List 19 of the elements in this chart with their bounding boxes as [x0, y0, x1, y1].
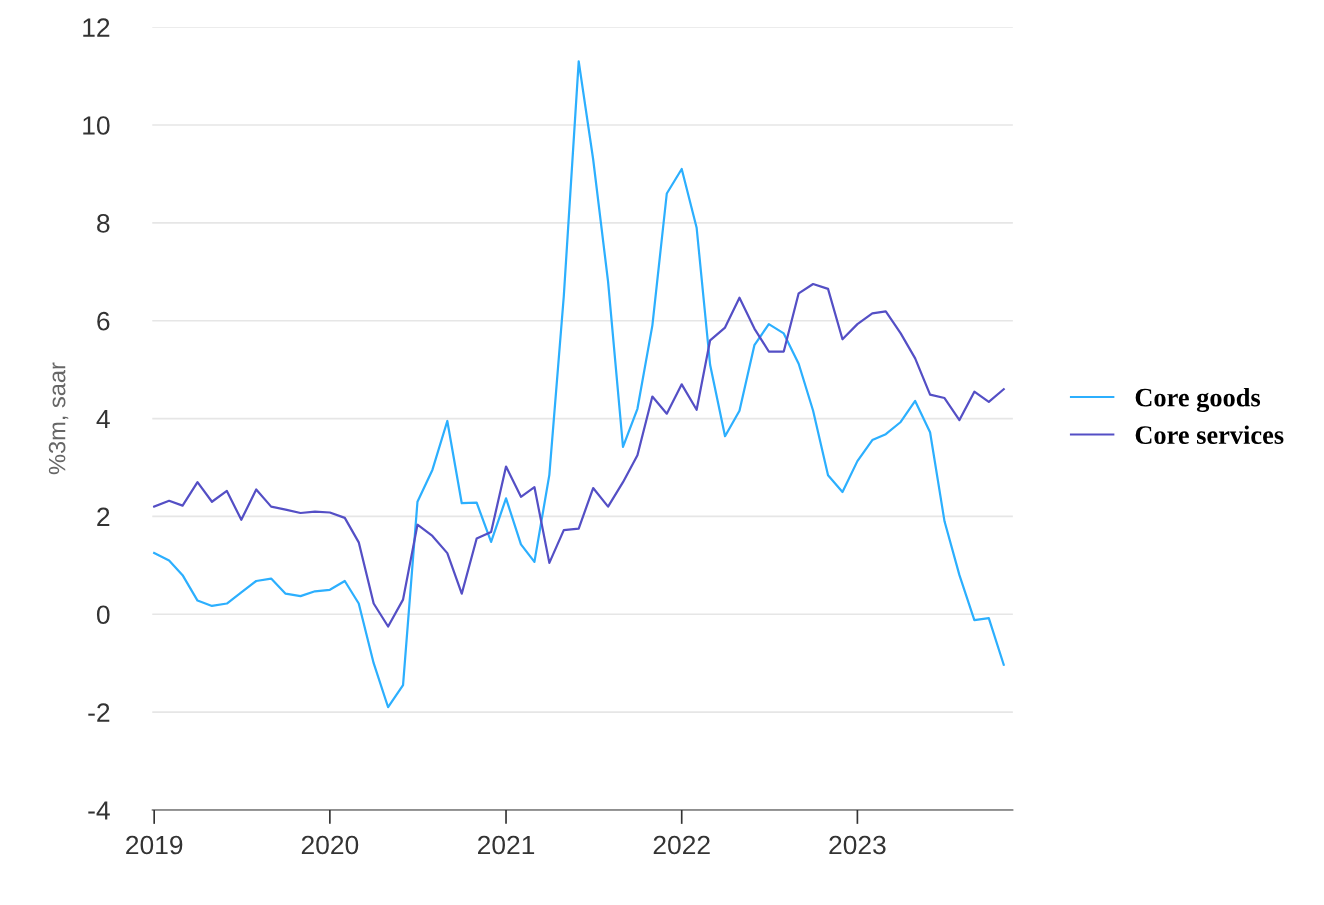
y-axis-title: %3m, saar: [48, 362, 69, 475]
y-tick-label: 0: [96, 605, 110, 625]
y-tick-label: -4: [88, 801, 110, 820]
y-tick-label: -2: [88, 703, 110, 722]
line-series: [153, 282, 1005, 628]
x-tick-label: 2022: [653, 835, 710, 855]
y-tick-label: 12: [83, 18, 110, 37]
y-tick-label: 4: [96, 409, 110, 429]
x-tick-label: 2021: [478, 835, 535, 855]
line-series: [153, 60, 1005, 709]
y-tick-label: 8: [97, 213, 110, 233]
legend-label: Core services: [1135, 425, 1284, 444]
x-tick-label: 2019: [126, 835, 183, 855]
y-tick-label: 6: [97, 311, 110, 331]
legend-label: Core goods: [1135, 387, 1261, 413]
x-tick-label: 2023: [829, 835, 886, 855]
y-tick-label: 10: [83, 116, 110, 135]
y-tick-label: 2: [97, 507, 110, 526]
x-tick-label: 2020: [301, 835, 359, 855]
